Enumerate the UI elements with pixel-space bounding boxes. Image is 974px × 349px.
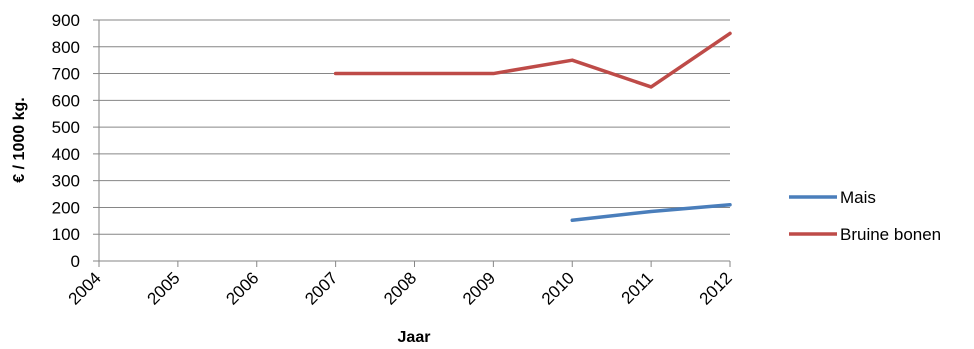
- x-tick-label: 2011: [618, 268, 657, 307]
- legend: Mais Bruine bonen: [789, 188, 941, 244]
- y-tick-label: 300: [52, 172, 80, 191]
- x-tick-label: 2006: [222, 268, 262, 308]
- y-tick-label: 700: [52, 65, 80, 84]
- y-tick-label: 100: [52, 225, 80, 244]
- series-line-bruine-bonen: [333, 31, 732, 89]
- y-tick-label: 900: [52, 11, 80, 30]
- legend-label: Mais: [840, 188, 876, 207]
- legend-label: Bruine bonen: [840, 225, 941, 244]
- x-tick-label: 2012: [696, 268, 736, 308]
- y-axis-title: € / 1000 kg.: [11, 97, 28, 182]
- y-tick-label: 500: [52, 118, 80, 137]
- x-tick-label: 2007: [301, 268, 341, 308]
- y-tick-label: 600: [52, 91, 80, 110]
- x-tick-label: 2005: [144, 268, 184, 308]
- y-tick-label: 800: [52, 38, 80, 57]
- y-tick-label: 400: [52, 145, 80, 164]
- x-tick-labels: 2004 2005 2006 2007 2008 2009 2010 2011 2012: [65, 268, 736, 308]
- y-tick-label: 0: [71, 252, 80, 271]
- y-tick-labels: 0 100 200 300 400 500 600 700 800 900: [52, 11, 80, 271]
- y-tick-label: 200: [52, 198, 80, 217]
- x-axis-title: Jaar: [398, 329, 431, 346]
- axes: [93, 19, 731, 267]
- x-tick-label: 2010: [538, 268, 578, 308]
- x-tick-label: 2008: [380, 268, 420, 308]
- series-lines: [333, 31, 732, 223]
- gridlines: [99, 19, 730, 235]
- x-tick-label: 2009: [459, 268, 499, 308]
- x-tick-label: 2004: [65, 268, 105, 308]
